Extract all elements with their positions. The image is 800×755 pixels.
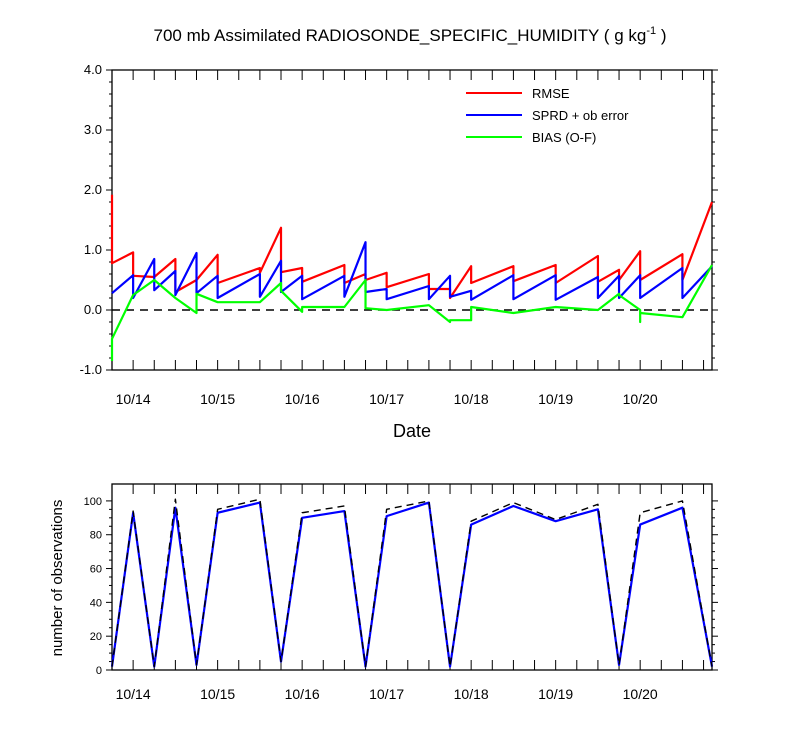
y-tick-label: 4.0 — [84, 62, 102, 77]
x-tick-label: 10/15 — [200, 686, 235, 702]
y-tick-label: 0.0 — [84, 302, 102, 317]
legend-label: RMSE — [532, 86, 570, 101]
y-tick-label: -1.0 — [80, 362, 102, 377]
y-tick-label: 0 — [96, 665, 102, 677]
series-line — [110, 194, 714, 300]
y-axis-label: number of observations — [49, 500, 66, 657]
x-axis-label: Date — [393, 421, 431, 441]
series-line — [110, 501, 714, 668]
x-tick-label: 10/20 — [623, 391, 658, 407]
y-tick-label: 100 — [84, 496, 102, 508]
x-tick-label: 10/19 — [538, 686, 573, 702]
series-line — [111, 498, 713, 668]
x-tick-label: 10/18 — [454, 686, 489, 702]
y-tick-label: 1.0 — [84, 242, 102, 257]
y-tick-label: 2.0 — [84, 182, 102, 197]
x-tick-label: 10/17 — [369, 686, 404, 702]
x-tick-label: 10/20 — [623, 686, 658, 702]
x-tick-label: 10/16 — [285, 686, 320, 702]
x-tick-label: 10/15 — [200, 391, 235, 407]
y-tick-label: 40 — [90, 597, 102, 609]
x-tick-label: 10/14 — [116, 391, 151, 407]
x-tick-label: 10/14 — [116, 686, 151, 702]
x-tick-label: 10/19 — [538, 391, 573, 407]
legend-label: SPRD + ob error — [532, 108, 629, 123]
series-line — [111, 241, 713, 301]
y-tick-label: 20 — [90, 631, 102, 643]
legend-label: BIAS (O-F) — [532, 130, 596, 145]
chart-title: 700 mb Assimilated RADIOSONDE_SPECIFIC_H… — [154, 25, 667, 45]
y-tick-label: 60 — [90, 564, 102, 576]
x-tick-label: 10/17 — [369, 391, 404, 407]
series-line — [110, 264, 713, 361]
x-tick-label: 10/18 — [454, 391, 489, 407]
x-tick-label: 10/16 — [285, 391, 320, 407]
y-tick-label: 3.0 — [84, 122, 102, 137]
y-tick-label: 80 — [90, 530, 102, 542]
